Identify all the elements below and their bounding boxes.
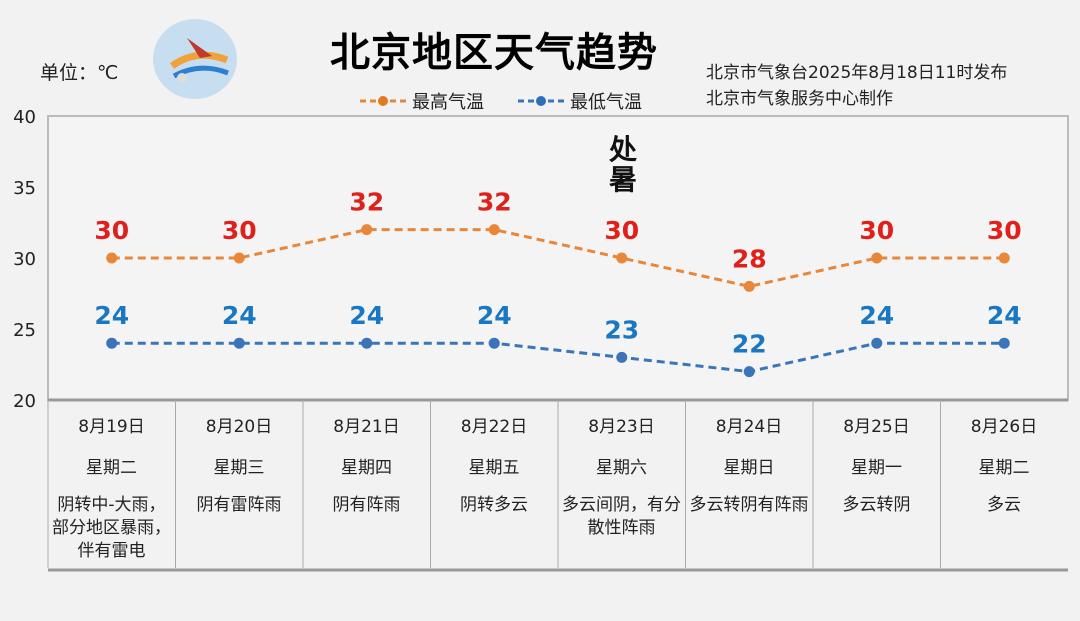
date-label: 8月20日 [205, 417, 273, 437]
y-tick-label: 40 [13, 107, 36, 128]
data-point [743, 280, 755, 292]
data-point [871, 337, 883, 349]
data-label: 24 [859, 301, 894, 330]
data-point [871, 252, 883, 264]
legend-low-label: 最低气温 [570, 92, 642, 113]
data-label: 24 [94, 301, 129, 330]
day-column: 8月24日星期日多云转阴有阵雨 [686, 400, 813, 568]
page-title: 北京地区天气趋势 [330, 30, 658, 76]
date-label: 8月25日 [843, 417, 910, 437]
y-tick-label: 30 [13, 249, 36, 270]
plot-area [47, 115, 1069, 401]
y-tick-label: 35 [13, 178, 36, 199]
weekday-label: 星期四 [341, 458, 392, 478]
series-line-0 [111, 228, 1005, 288]
weekday-label: 星期五 [468, 458, 520, 478]
weekday-label: 星期日 [723, 458, 775, 478]
meteorological-service-logo [153, 19, 237, 99]
data-point [616, 252, 628, 264]
data-point [998, 252, 1010, 264]
legend-low: 最低气温 [518, 88, 642, 114]
unit-label: 单位：℃ [40, 62, 119, 84]
condition-label: 多云 [987, 495, 1021, 515]
solar-term-char: 处 [608, 133, 637, 166]
y-tick-label: 20 [13, 391, 36, 412]
day-column: 8月22日星期五阴转多云 [431, 400, 558, 568]
condition-label: 阴转多云 [460, 495, 528, 515]
data-label: 30 [604, 216, 639, 245]
day-column: 8月25日星期一多云转阴 [813, 400, 940, 568]
data-point [361, 337, 373, 349]
day-column: 8月19日星期二阴转中-大雨，部分地区暴雨，伴有雷电 [48, 400, 175, 568]
legend-low-marker [518, 96, 564, 106]
date-label: 8月21日 [333, 417, 400, 437]
data-point [361, 224, 373, 236]
data-label: 23 [604, 315, 639, 344]
legend-high-label: 最高气温 [412, 92, 484, 113]
condition-label: 多云转阴有阵雨 [689, 495, 809, 515]
date-label: 8月19日 [78, 417, 145, 437]
day-column: 8月20日星期三阴有雷阵雨 [176, 400, 303, 568]
data-point [106, 337, 118, 349]
weekday-label: 星期一 [851, 458, 902, 478]
data-point [233, 337, 245, 349]
y-tick-label: 25 [13, 320, 36, 341]
day-column: 8月26日星期二多云 [941, 400, 1068, 568]
day-column: 8月21日星期四阴有阵雨 [303, 400, 430, 568]
data-label: 30 [94, 216, 129, 245]
data-point [233, 252, 245, 264]
data-point [106, 252, 118, 264]
data-label: 22 [732, 330, 767, 359]
condition-label: 阴有雷阵雨 [196, 495, 282, 515]
date-label: 8月23日 [588, 417, 655, 437]
data-label: 24 [987, 301, 1022, 330]
condition-label: 多云转阴 [842, 495, 911, 515]
date-label: 8月24日 [715, 417, 783, 437]
day-column: 8月23日星期六多云间阴，有分散性阵雨 [558, 400, 685, 568]
data-label: 32 [477, 188, 512, 217]
data-label: 30 [987, 216, 1022, 245]
data-label: 24 [222, 301, 257, 330]
data-label: 28 [732, 244, 767, 273]
data-point [488, 337, 500, 349]
publish-info: 北京市气象台2025年8月18日11时发布 [706, 63, 1008, 83]
weekday-label: 星期六 [596, 458, 647, 478]
data-point [488, 224, 500, 236]
data-point [743, 366, 755, 378]
data-label: 32 [349, 188, 384, 217]
data-label: 24 [349, 301, 384, 330]
data-label: 30 [222, 216, 257, 245]
weekday-label: 星期二 [978, 458, 1030, 478]
producer-info: 北京市气象服务中心制作 [706, 89, 893, 109]
condition-label: 多云间阴，有分散性阵雨 [562, 495, 681, 538]
legend-high-marker [360, 96, 406, 106]
condition-label: 阴有阵雨 [332, 495, 401, 515]
data-point [998, 337, 1010, 349]
date-label: 8月26日 [970, 417, 1038, 437]
condition-label: 阴转中-大雨，部分地区暴雨，伴有雷电 [52, 495, 171, 561]
weekday-label: 星期三 [213, 458, 265, 478]
series-line-1 [111, 341, 1005, 374]
solar-term-annotation: 处 暑 [603, 135, 643, 195]
legend-high: 最高气温 [360, 88, 484, 114]
data-label: 30 [859, 216, 894, 245]
weekday-label: 星期二 [86, 458, 137, 478]
date-label: 8月22日 [460, 417, 528, 437]
solar-term-char: 暑 [608, 163, 637, 196]
data-point [616, 351, 628, 363]
data-label: 24 [477, 301, 512, 330]
